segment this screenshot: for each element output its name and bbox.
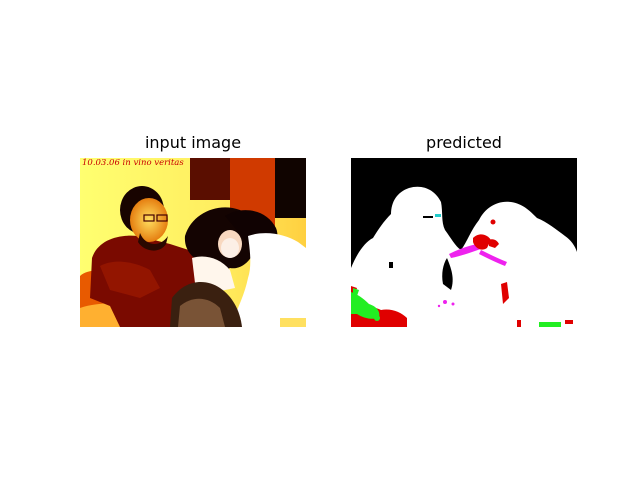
- mask-svg: [351, 158, 577, 327]
- mask-person: [351, 186, 577, 327]
- predicted-title: predicted: [426, 133, 502, 152]
- mask-cyan: [435, 214, 441, 217]
- mask-magenta: [449, 244, 483, 258]
- white-shirt: [230, 233, 306, 327]
- mask-red: [473, 234, 491, 250]
- frame: [190, 158, 232, 200]
- date-stamp: 10.03.06 in vino veritas: [82, 158, 184, 168]
- beard: [138, 233, 168, 251]
- input-image: 10.03.06 in vino veritas: [80, 158, 306, 327]
- face: [130, 198, 168, 242]
- input-image-title: input image: [144, 133, 242, 152]
- input-photo: [80, 158, 306, 327]
- predicted-mask: [351, 158, 577, 327]
- mask-green: [351, 292, 380, 319]
- dark-corner: [275, 158, 306, 218]
